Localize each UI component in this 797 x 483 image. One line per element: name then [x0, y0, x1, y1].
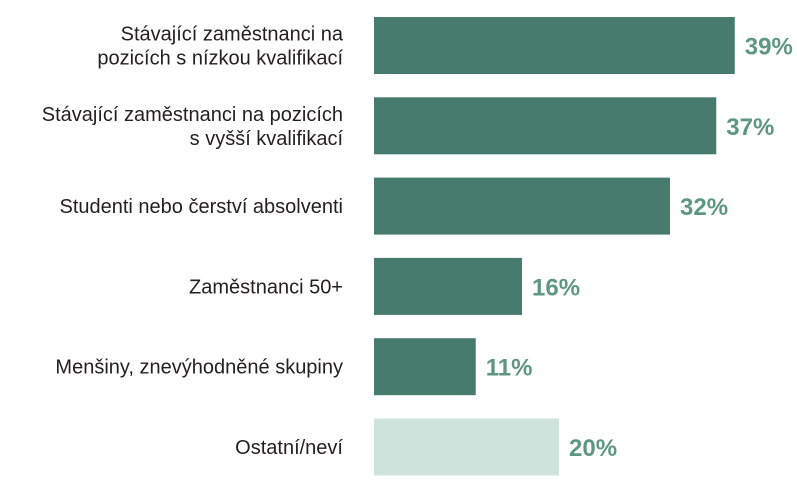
bar-6: [374, 418, 559, 476]
category-label-6: Ostatní/neví: [235, 437, 343, 459]
category-labels: Stávající zaměstnanci na pozicích s nízko…: [42, 24, 344, 460]
category-label-line: pozicích s nízkou kvalifikací: [97, 48, 343, 70]
category-label-5: Menšiny, znevýhodněné skupiny: [55, 357, 343, 379]
category-label-line: Ostatní/neví: [235, 437, 343, 459]
value-label-1: 39%: [745, 34, 793, 61]
category-label-1: Stávající zaměstnanci na pozicích s nízko…: [97, 24, 344, 70]
bars-layer: [374, 17, 735, 476]
value-label-4: 16%: [532, 274, 580, 301]
category-label-line: Studenti nebo čerství absolventi: [59, 196, 343, 218]
value-label-2: 37%: [726, 114, 774, 141]
bar-5: [374, 338, 476, 396]
bar-3: [374, 177, 670, 235]
value-label-3: 32%: [680, 194, 728, 221]
category-label-line: Stávající zaměstnanci na: [121, 24, 344, 46]
category-label-line: Zaměstnanci 50+: [189, 276, 343, 298]
category-label-line: Menšiny, znevýhodněné skupiny: [55, 357, 343, 379]
bar-2: [374, 97, 717, 155]
category-label-line: s vyšší kvalifikací: [190, 128, 344, 150]
category-label-3: Studenti nebo čerství absolventi: [59, 196, 343, 218]
value-labels: 39% 37% 32% 16% 11% 20%: [486, 34, 793, 463]
category-label-4: Zaměstnanci 50+: [189, 276, 343, 298]
value-label-6: 20%: [569, 435, 617, 462]
value-label-5: 11%: [486, 355, 533, 382]
bar-1: [374, 17, 735, 74]
category-label-2: Stávající zaměstnanci na pozicích s vyšší…: [42, 104, 344, 150]
category-label-line: Stávající zaměstnanci na pozicích: [42, 104, 343, 126]
bar-4: [374, 257, 522, 315]
